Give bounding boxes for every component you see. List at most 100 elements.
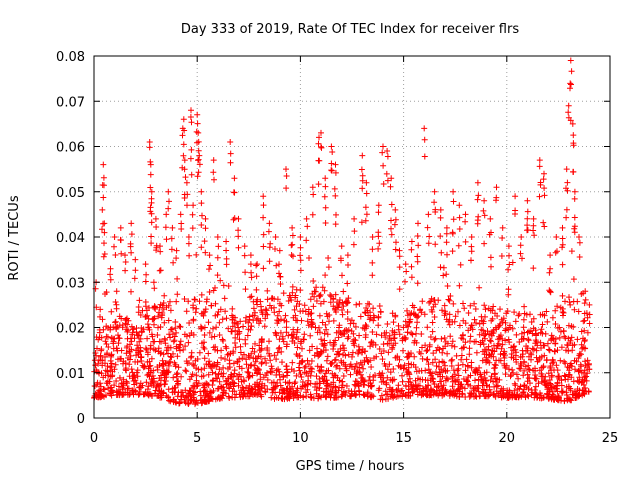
data-point bbox=[497, 332, 504, 339]
data-point bbox=[363, 179, 370, 186]
data-point bbox=[242, 340, 249, 347]
data-point bbox=[241, 390, 248, 396]
data-point bbox=[91, 383, 98, 390]
data-point bbox=[533, 354, 540, 361]
data-point bbox=[205, 397, 212, 404]
data-point bbox=[274, 349, 281, 356]
data-point bbox=[313, 373, 320, 380]
data-point bbox=[291, 340, 298, 346]
data-point bbox=[546, 347, 553, 354]
data-point bbox=[468, 234, 475, 240]
data-point bbox=[190, 331, 197, 338]
data-point bbox=[277, 281, 284, 287]
data-point bbox=[111, 382, 118, 389]
data-point bbox=[499, 235, 506, 241]
data-point bbox=[392, 354, 399, 361]
data-point bbox=[206, 358, 213, 365]
data-point bbox=[547, 288, 554, 295]
data-point bbox=[380, 348, 387, 354]
data-point bbox=[289, 224, 296, 231]
data-point bbox=[236, 391, 243, 398]
data-point bbox=[208, 302, 215, 309]
data-point bbox=[304, 381, 311, 388]
data-point bbox=[254, 296, 261, 303]
data-point bbox=[253, 286, 260, 293]
data-point bbox=[335, 348, 341, 355]
data-point bbox=[279, 333, 286, 340]
data-point bbox=[518, 362, 525, 369]
data-point bbox=[489, 347, 496, 354]
data-point bbox=[179, 132, 186, 139]
data-point bbox=[399, 387, 406, 394]
data-point bbox=[396, 286, 403, 293]
data-point bbox=[414, 233, 421, 239]
data-point bbox=[333, 309, 339, 315]
data-point bbox=[199, 212, 205, 219]
data-point bbox=[129, 369, 136, 376]
data-point bbox=[391, 335, 398, 341]
data-point bbox=[285, 332, 292, 339]
data-point bbox=[529, 389, 536, 396]
data-point bbox=[451, 371, 458, 378]
data-point bbox=[174, 291, 181, 298]
data-point bbox=[575, 308, 582, 315]
data-point bbox=[336, 365, 343, 372]
data-point bbox=[226, 395, 233, 401]
data-point bbox=[283, 166, 289, 173]
data-point bbox=[112, 318, 119, 325]
data-point bbox=[545, 346, 552, 353]
data-point bbox=[455, 381, 462, 388]
data-point bbox=[397, 392, 403, 399]
data-point bbox=[536, 157, 543, 164]
data-point bbox=[575, 355, 582, 362]
data-point bbox=[176, 341, 183, 348]
data-point bbox=[333, 363, 340, 370]
data-point bbox=[195, 129, 202, 136]
data-point bbox=[304, 223, 311, 230]
data-point bbox=[260, 243, 267, 250]
data-point bbox=[455, 242, 462, 249]
data-point bbox=[422, 391, 429, 397]
data-point bbox=[328, 167, 335, 174]
data-point bbox=[229, 312, 235, 319]
data-point bbox=[396, 264, 403, 271]
data-point bbox=[190, 302, 197, 309]
data-point bbox=[126, 349, 133, 355]
data-point bbox=[381, 360, 388, 367]
data-point bbox=[104, 350, 111, 357]
data-point bbox=[476, 284, 483, 291]
data-point bbox=[487, 215, 494, 222]
data-point bbox=[243, 356, 250, 363]
data-point bbox=[201, 365, 208, 372]
data-point bbox=[417, 307, 423, 314]
data-point bbox=[568, 248, 575, 255]
data-point bbox=[474, 196, 481, 203]
data-point bbox=[413, 324, 420, 331]
data-point bbox=[559, 224, 566, 231]
data-point bbox=[339, 342, 346, 349]
data-point bbox=[332, 221, 339, 228]
data-point bbox=[100, 161, 107, 168]
data-point bbox=[344, 309, 351, 315]
data-point bbox=[551, 348, 558, 355]
data-point bbox=[473, 349, 480, 356]
data-point bbox=[434, 390, 441, 397]
data-point bbox=[509, 366, 516, 373]
data-point bbox=[202, 394, 208, 400]
data-point bbox=[215, 371, 222, 378]
data-point bbox=[384, 148, 391, 154]
data-point bbox=[356, 300, 363, 307]
data-point bbox=[120, 360, 126, 367]
data-point bbox=[545, 394, 552, 401]
data-point bbox=[446, 297, 453, 304]
data-point bbox=[292, 390, 298, 396]
data-point bbox=[307, 394, 314, 401]
data-point bbox=[585, 388, 592, 395]
data-point bbox=[549, 314, 556, 321]
data-point bbox=[150, 375, 157, 382]
data-point bbox=[152, 387, 159, 394]
data-point bbox=[332, 337, 339, 344]
data-point bbox=[214, 385, 221, 392]
data-point bbox=[113, 345, 120, 352]
